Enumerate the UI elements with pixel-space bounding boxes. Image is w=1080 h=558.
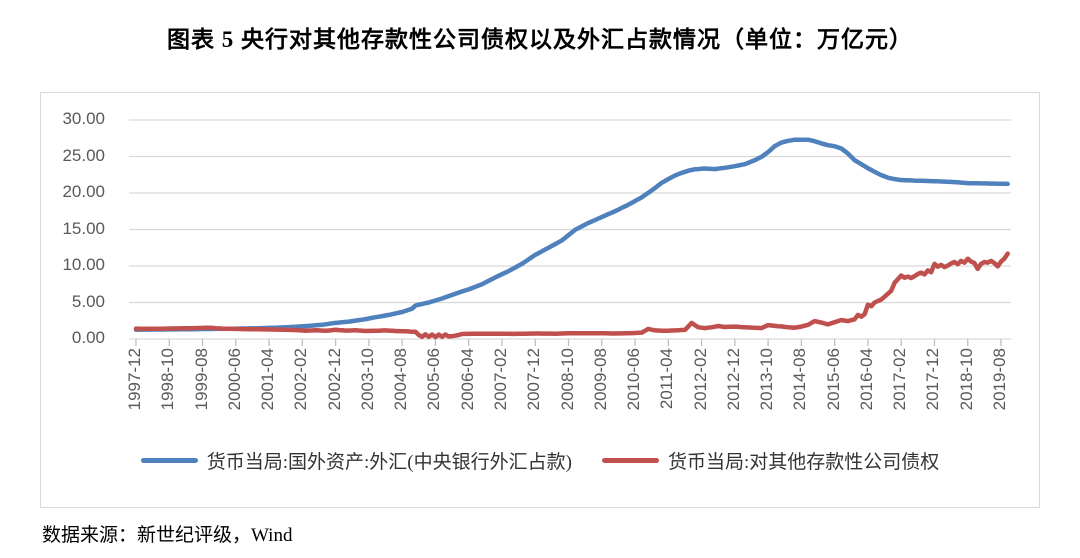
x-axis-tick-label: 1999-08 (191, 348, 211, 411)
x-axis-tick-label: 2018-10 (956, 348, 976, 411)
x-axis-tick-label: 2008-10 (557, 348, 577, 411)
x-axis-tick-label: 2005-06 (424, 348, 444, 411)
y-axis-tick-label: 15.00 (62, 218, 105, 238)
series-line-claims-on-odc (133, 251, 1010, 340)
chart-legend: 货币当局:国外资产:外汇(中央银行外汇占款) 货币当局:对其他存款性公司债权 (40, 447, 1040, 474)
x-axis-tick-label: 2017-02 (890, 348, 910, 411)
plot-area (129, 119, 1011, 346)
chart-title: 图表 5 央行对其他存款性公司债权以及外汇占款情况（单位：万亿元） (167, 27, 913, 52)
x-axis-tick-label: 2019-08 (990, 348, 1010, 411)
x-axis-tick-label: 2009-08 (590, 348, 610, 411)
y-axis-tick-label: 25.00 (62, 145, 105, 165)
x-axis-tick-label: 2003-10 (357, 348, 377, 411)
source-note: 数据来源：新世纪评级，Wind (42, 525, 293, 546)
x-axis-tick-label: 2007-12 (524, 348, 544, 411)
x-axis-tick-label: 1997-12 (125, 348, 144, 411)
legend-line-sample-blue (140, 458, 198, 463)
x-axis-tick-label: 2012-12 (723, 348, 743, 411)
y-axis-tick-label: 0.00 (71, 328, 105, 347)
y-axis-tick-label: 30.00 (62, 109, 105, 128)
x-axis-tick-label: 2015-06 (823, 348, 843, 411)
y-axis-tick-label: 10.00 (62, 255, 105, 274)
x-axis-tick-label: 2017-12 (923, 348, 943, 411)
legend-item-claims: 货币当局:对其他存款性公司债权 (601, 447, 940, 474)
legend-label-fx: 货币当局:国外资产:外汇(中央银行外汇占款) (206, 452, 572, 473)
x-axis-tick-label: 2013-10 (757, 348, 777, 411)
x-axis-tick-label: 2010-06 (624, 348, 644, 411)
x-axis-tick-label: 2007-02 (490, 348, 510, 411)
y-axis-tick-label: 20.00 (62, 182, 105, 201)
x-axis-tick-label: 2006-04 (457, 348, 477, 411)
x-axis-tick-label: 2011-04 (657, 348, 677, 410)
x-axis-tick-label: 2001-04 (258, 348, 278, 411)
x-axis-tick-label: 2012-02 (690, 348, 710, 411)
x-axis-tick-label: 2000-06 (224, 348, 244, 411)
y-axis-tick-label: 5.00 (71, 291, 105, 311)
legend-item-fx: 货币当局:国外资产:外汇(中央银行外汇占款) (140, 447, 572, 474)
x-axis-tick-label: 2016-04 (856, 348, 876, 411)
x-axis-tick-label: 2002-12 (324, 348, 344, 411)
x-axis-tick-label: 1998-10 (158, 348, 178, 411)
chart-frame (40, 92, 1040, 508)
x-axis-tick-label: 2014-08 (790, 348, 810, 411)
x-axis-tick-label: 2002-02 (291, 348, 311, 411)
legend-label-claims: 货币当局:对其他存款性公司债权 (667, 452, 940, 473)
legend-line-sample-red (601, 458, 659, 463)
x-axis-tick-label: 2004-08 (391, 348, 411, 411)
